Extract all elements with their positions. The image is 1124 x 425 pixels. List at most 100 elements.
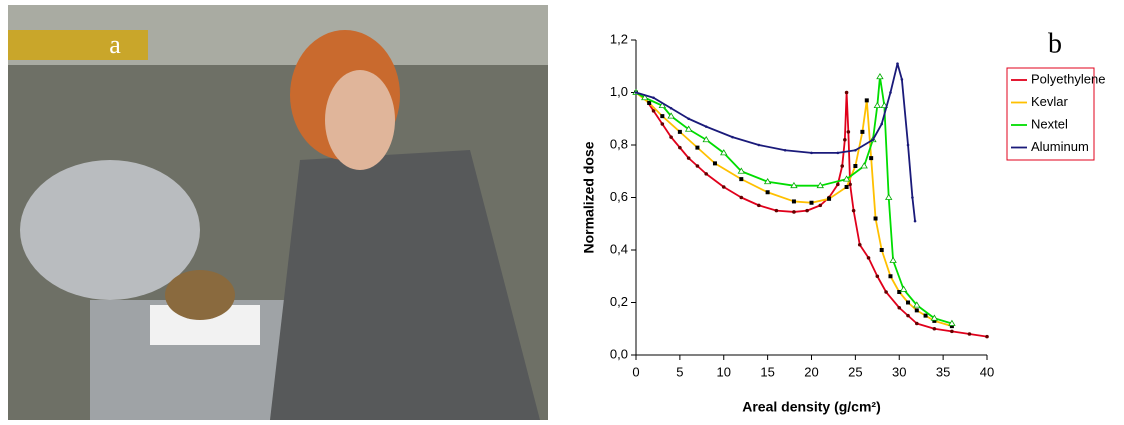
marker (869, 156, 874, 161)
x-tick-label: 40 (980, 364, 994, 379)
marker (885, 193, 893, 200)
marker (667, 112, 675, 119)
legend-label: Aluminum (1031, 139, 1089, 154)
marker (932, 326, 937, 331)
marker (864, 98, 869, 103)
marker (790, 181, 798, 189)
marker (873, 216, 878, 221)
marker (876, 72, 884, 80)
photo-person (270, 150, 540, 420)
marker (836, 182, 840, 187)
marker (805, 208, 809, 213)
panel-label: b (1048, 28, 1062, 59)
y-tick-label: 0,8 (610, 136, 628, 151)
marker (669, 106, 673, 110)
marker (873, 101, 882, 109)
marker (702, 135, 710, 143)
photo-crane (8, 30, 148, 60)
marker (967, 332, 972, 336)
y-tick-label: 0,0 (610, 346, 628, 361)
legend: Polyethylene Kevlar Nextel Aluminum (1006, 67, 1105, 161)
legend-box (1006, 67, 1095, 161)
photo-face (325, 70, 395, 170)
marker (923, 313, 928, 318)
marker (704, 125, 708, 128)
marker (854, 148, 857, 152)
marker (765, 190, 770, 195)
x-tick-label: 20 (804, 364, 818, 379)
x-tick-label: 30 (892, 364, 906, 379)
marker (687, 117, 690, 121)
marker (949, 324, 954, 329)
marker (884, 290, 888, 294)
marker (906, 143, 910, 147)
marker (840, 164, 845, 168)
photo-machine (20, 160, 200, 300)
marker (879, 248, 884, 252)
marker (906, 313, 910, 318)
x-tick-label: 25 (848, 364, 862, 379)
legend-label: Kevlar (1031, 94, 1069, 109)
marker (880, 122, 883, 126)
y-axis-label: Normalized dose (581, 141, 597, 253)
x-tick-label: 0 (632, 364, 639, 379)
marker (651, 109, 656, 113)
marker (677, 129, 682, 134)
marker (857, 242, 862, 247)
marker (757, 143, 761, 147)
marker (809, 200, 814, 205)
marker (810, 151, 813, 155)
marker (669, 135, 673, 139)
marker (695, 145, 700, 150)
marker (695, 164, 700, 168)
photo-cup (165, 270, 235, 320)
marker (658, 101, 667, 109)
marker (647, 101, 652, 105)
marker (816, 181, 824, 189)
marker (860, 162, 868, 169)
marker (844, 90, 849, 95)
y-tick-label: 0,6 (610, 189, 628, 204)
x-tick-label: 10 (717, 364, 731, 379)
x-tick-label: 5 (676, 364, 683, 379)
marker (985, 334, 989, 339)
marker (866, 256, 871, 260)
marker (897, 305, 902, 310)
marker (660, 114, 665, 119)
marker (827, 196, 832, 201)
marker (739, 177, 744, 182)
marker (757, 203, 761, 208)
marker (684, 125, 693, 132)
y-tick-label: 1,0 (610, 84, 628, 99)
x-axis-label: Areal density (g/cm²) (742, 399, 880, 415)
marker (731, 135, 734, 139)
marker (896, 62, 899, 65)
marker (712, 161, 717, 166)
marker (848, 182, 852, 187)
y-tick-label: 0,4 (610, 241, 628, 256)
marker (888, 274, 893, 279)
marker (913, 219, 917, 223)
marker (915, 321, 919, 326)
marker (889, 256, 897, 263)
marker (948, 319, 956, 326)
marker (911, 196, 914, 199)
marker (889, 91, 892, 94)
marker (843, 137, 847, 142)
marker (783, 148, 787, 152)
marker (652, 96, 655, 100)
marker (818, 203, 823, 208)
marker (721, 185, 726, 189)
marker (836, 151, 840, 155)
marker (900, 78, 904, 81)
marker (913, 301, 921, 308)
marker (678, 145, 682, 150)
marker (720, 149, 728, 156)
marker (791, 199, 796, 204)
legend-label: Nextel (1031, 116, 1068, 131)
marker (792, 210, 796, 214)
marker (853, 164, 858, 168)
y-tick-label: 1,2 (610, 31, 628, 46)
marker (871, 138, 875, 142)
